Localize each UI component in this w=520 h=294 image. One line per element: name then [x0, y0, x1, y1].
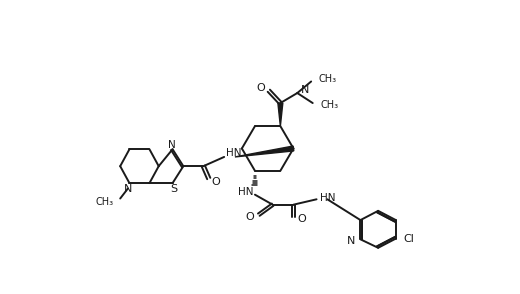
Text: Cl: Cl — [404, 233, 414, 243]
Polygon shape — [278, 103, 283, 126]
Text: O: O — [297, 214, 306, 224]
Text: O: O — [212, 177, 220, 187]
Text: N: N — [124, 183, 132, 193]
Text: CH₃: CH₃ — [320, 100, 339, 110]
Text: O: O — [245, 212, 254, 222]
Text: HN: HN — [226, 148, 241, 158]
Text: S: S — [171, 183, 178, 193]
Text: CH₃: CH₃ — [96, 197, 114, 207]
Text: O: O — [256, 83, 265, 93]
Text: N: N — [301, 85, 309, 95]
Polygon shape — [235, 146, 294, 157]
Text: N: N — [347, 236, 355, 246]
Text: CH₃: CH₃ — [319, 74, 337, 84]
Text: HN: HN — [320, 193, 336, 203]
Text: N: N — [168, 140, 176, 150]
Text: HN: HN — [238, 187, 253, 197]
